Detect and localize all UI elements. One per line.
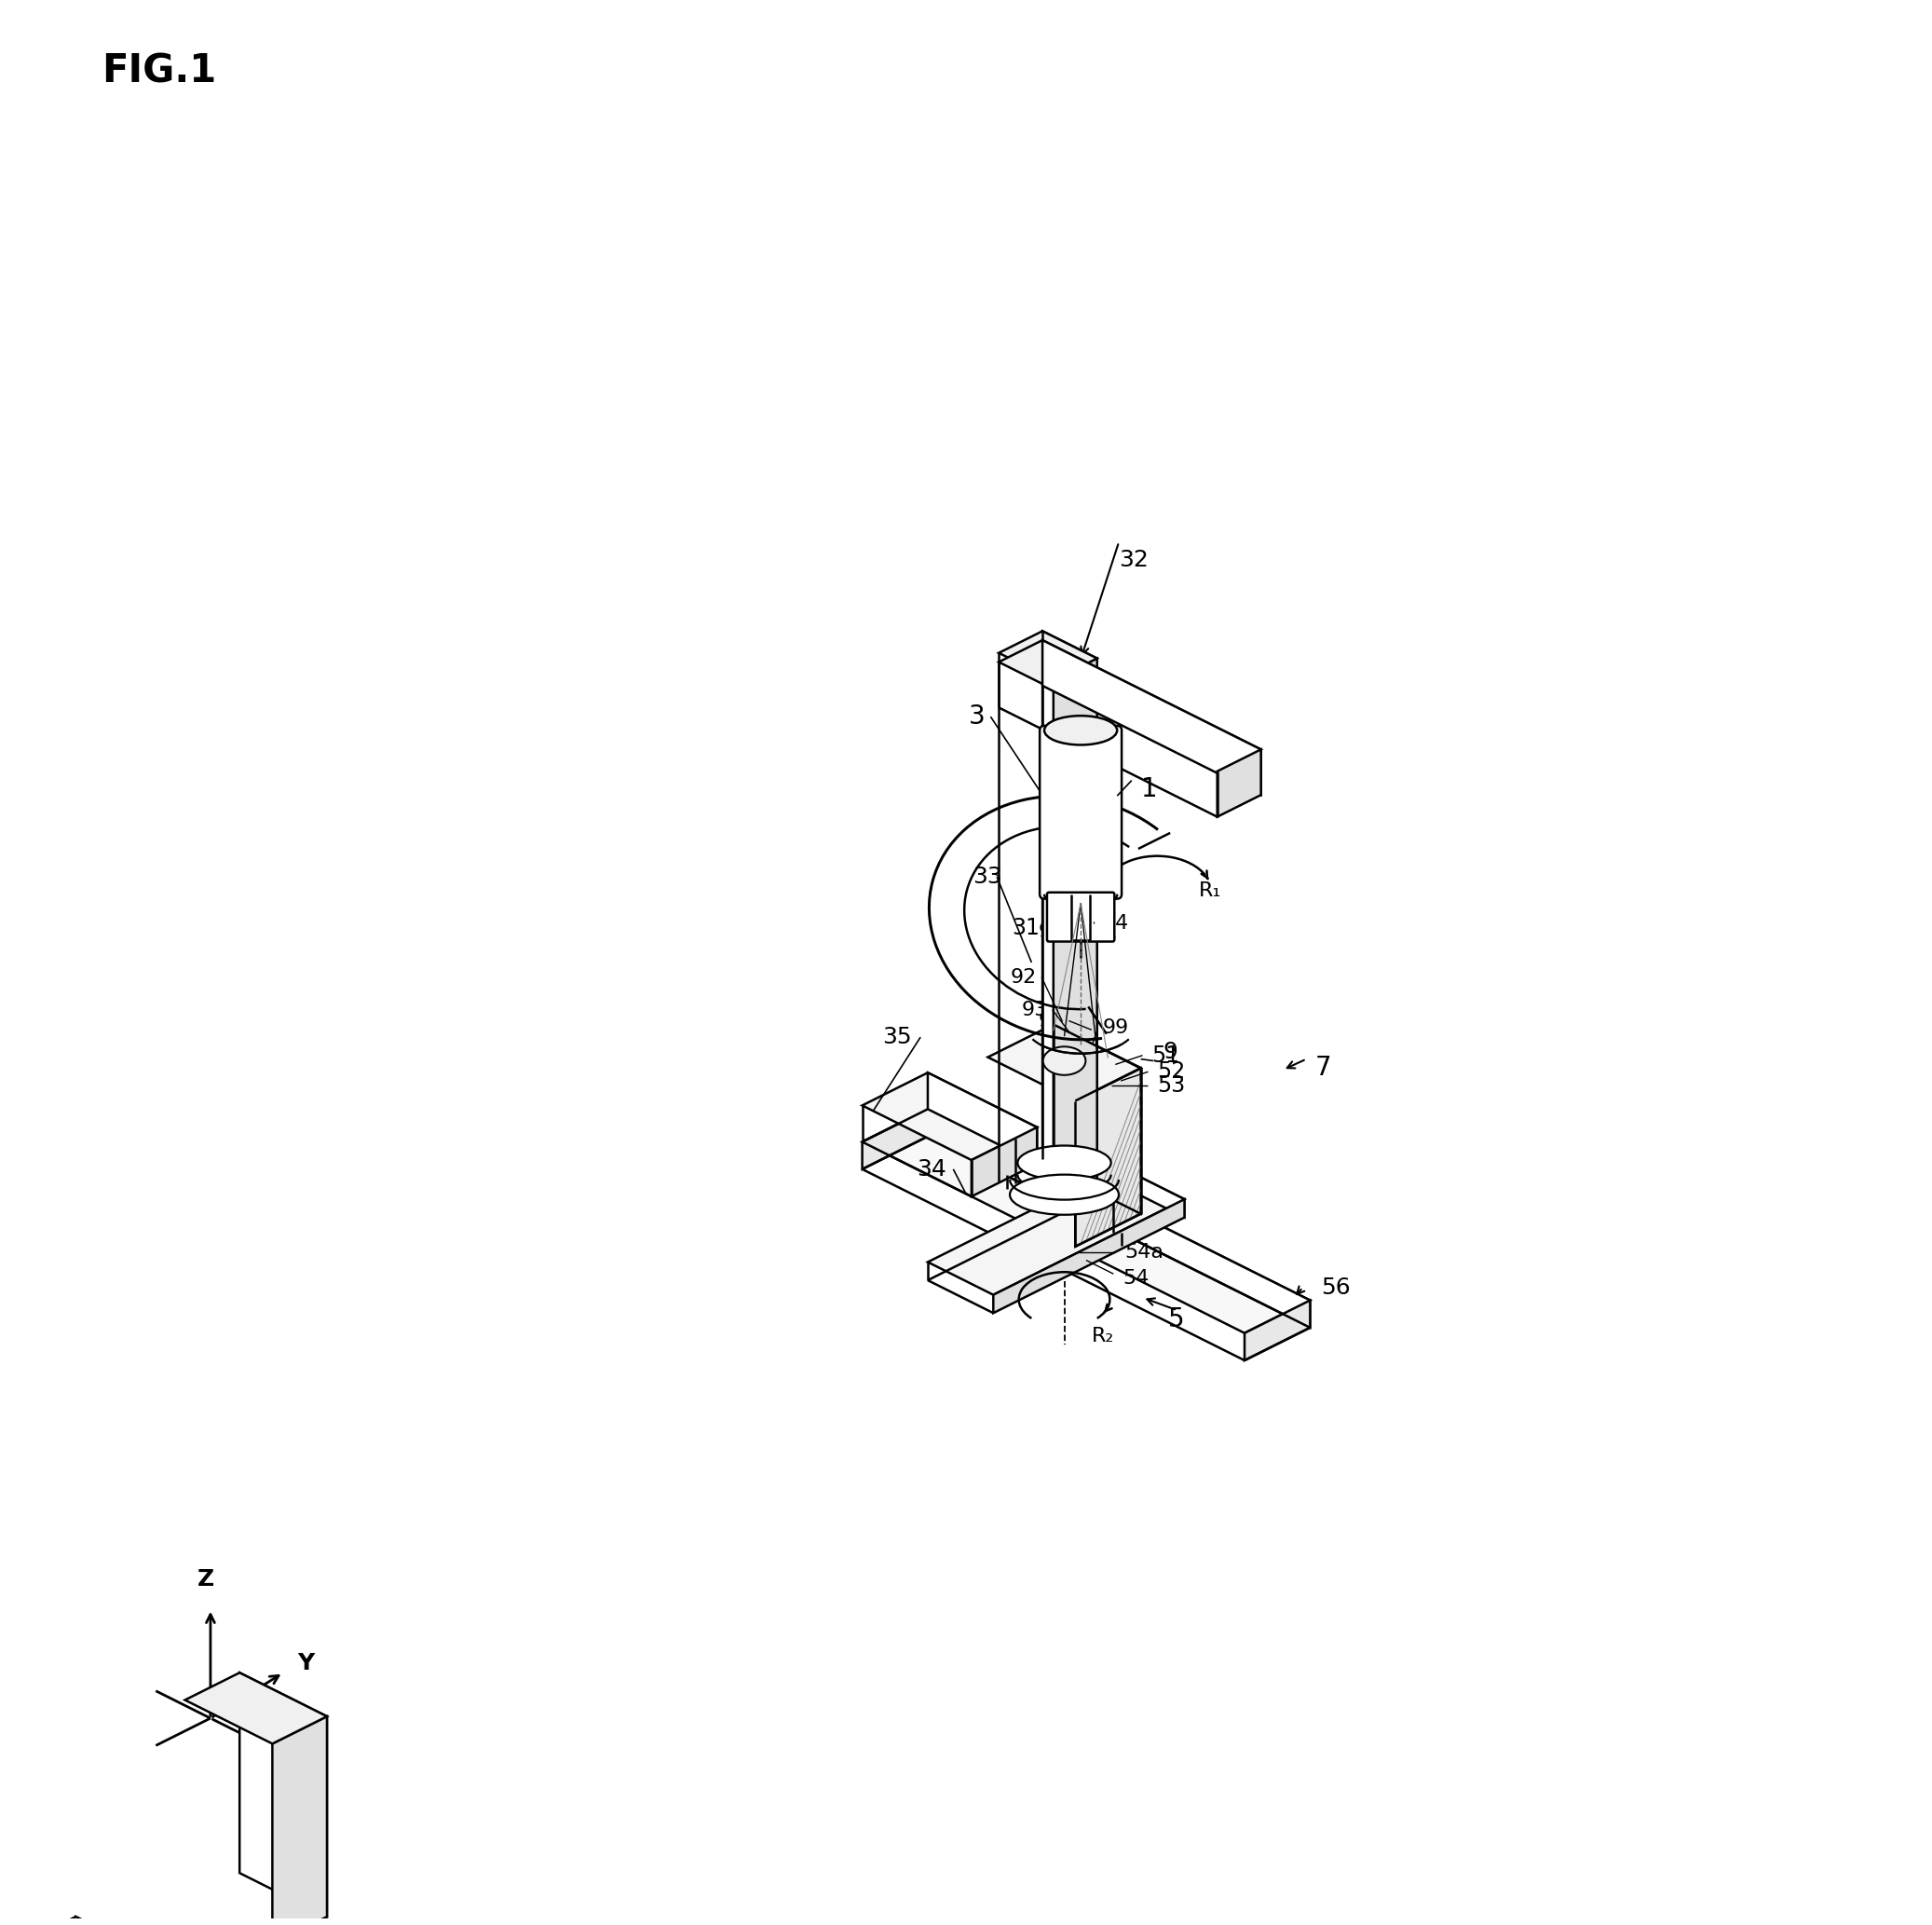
Polygon shape: [1043, 631, 1097, 1186]
Text: 95: 95: [1092, 926, 1119, 945]
Text: 3: 3: [968, 705, 985, 730]
Text: Y: Y: [298, 1652, 313, 1675]
Text: 51: 51: [1151, 1043, 1180, 1066]
Polygon shape: [862, 1109, 1310, 1334]
Text: 7: 7: [1316, 1055, 1331, 1082]
Text: 5: 5: [1169, 1307, 1184, 1332]
Text: 54a: 54a: [1124, 1244, 1163, 1261]
Polygon shape: [1053, 1024, 1140, 1215]
Text: 92: 92: [1010, 968, 1037, 986]
Text: 35: 35: [881, 1026, 912, 1049]
Text: 31: 31: [1012, 916, 1039, 939]
Text: 97: 97: [1037, 1011, 1065, 1030]
Text: R₂: R₂: [1092, 1326, 1115, 1346]
Polygon shape: [987, 1024, 1140, 1101]
Polygon shape: [927, 1167, 1184, 1296]
Text: 53: 53: [1157, 1074, 1186, 1097]
Polygon shape: [1217, 749, 1262, 816]
Text: 14: 14: [1103, 914, 1128, 934]
Ellipse shape: [1010, 1174, 1119, 1215]
Polygon shape: [1244, 1299, 1310, 1361]
Ellipse shape: [1018, 1145, 1111, 1180]
Text: 52: 52: [1157, 1061, 1186, 1084]
Polygon shape: [240, 1673, 327, 1917]
Text: C₉: C₉: [1045, 905, 1065, 922]
Text: FIG.1: FIG.1: [100, 52, 216, 90]
Polygon shape: [862, 1109, 927, 1168]
Text: 33: 33: [974, 866, 1003, 887]
Text: 93: 93: [1022, 1001, 1047, 1018]
Polygon shape: [999, 631, 1097, 680]
Polygon shape: [185, 1673, 327, 1744]
Ellipse shape: [1057, 1057, 1072, 1066]
Polygon shape: [999, 641, 1262, 772]
Ellipse shape: [1045, 716, 1117, 745]
Polygon shape: [75, 1917, 141, 1925]
Text: 98: 98: [1037, 922, 1065, 941]
Polygon shape: [972, 1128, 1037, 1197]
Text: 1: 1: [1140, 776, 1157, 803]
Polygon shape: [1053, 658, 1097, 1209]
FancyBboxPatch shape: [1039, 726, 1122, 899]
Text: Z: Z: [197, 1569, 214, 1590]
Text: 99: 99: [1103, 1018, 1128, 1038]
Text: 55: 55: [1039, 1242, 1066, 1259]
Polygon shape: [1119, 1167, 1184, 1217]
Polygon shape: [927, 1072, 1037, 1165]
Text: X: X: [298, 1758, 315, 1779]
Polygon shape: [927, 1109, 1310, 1328]
Polygon shape: [993, 1199, 1184, 1313]
Text: 9: 9: [1163, 1041, 1177, 1063]
FancyBboxPatch shape: [1047, 893, 1115, 941]
Text: R₁: R₁: [1200, 882, 1221, 899]
Text: 34: 34: [918, 1159, 947, 1180]
Ellipse shape: [1043, 1047, 1086, 1074]
Polygon shape: [1076, 1068, 1140, 1247]
Ellipse shape: [1053, 1053, 1076, 1070]
Ellipse shape: [1061, 1061, 1068, 1065]
Polygon shape: [862, 1072, 1037, 1161]
Ellipse shape: [1049, 1051, 1080, 1072]
Polygon shape: [272, 1717, 327, 1925]
Text: 56: 56: [1321, 1276, 1350, 1299]
Text: L: L: [1090, 916, 1099, 936]
Text: 32: 32: [1119, 549, 1150, 572]
Text: 54: 54: [1122, 1269, 1150, 1288]
Polygon shape: [1043, 641, 1262, 795]
Polygon shape: [10, 1917, 141, 1925]
